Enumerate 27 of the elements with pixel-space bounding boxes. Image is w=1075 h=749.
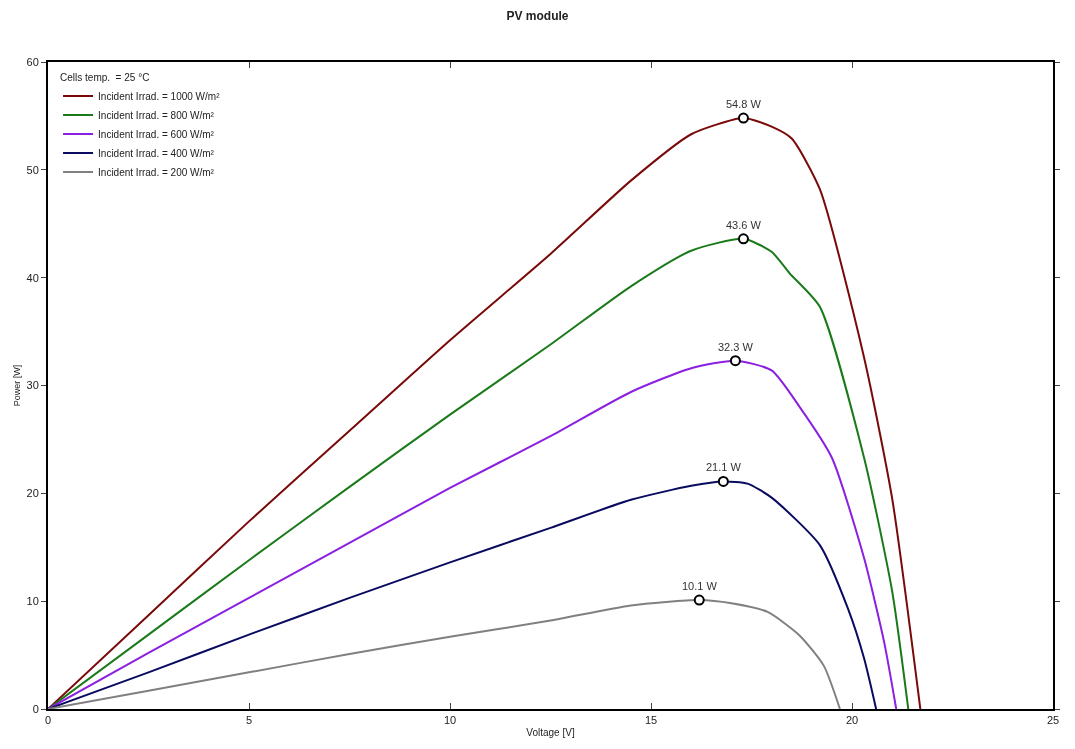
y-tick-label: 10 bbox=[26, 595, 39, 608]
legend-title: Cells temp. = 25 °C bbox=[60, 72, 150, 84]
annotation: 54.8 W bbox=[726, 98, 762, 110]
annotation: 10.1 W bbox=[682, 580, 718, 592]
y-tick-label: 50 bbox=[26, 163, 39, 176]
y-tick-label: 60 bbox=[26, 55, 39, 68]
legend-label: Incident Irrad. = 400 W/m² bbox=[98, 147, 215, 159]
x-axis-title: Voltage [V] bbox=[526, 727, 575, 739]
y-tick-label: 20 bbox=[26, 487, 39, 500]
x-tick-label: 10 bbox=[443, 714, 457, 727]
chart-title: PV module bbox=[506, 8, 569, 23]
legend-label: Incident Irrad. = 1000 W/m² bbox=[98, 90, 221, 102]
x-tick-label: 25 bbox=[1046, 714, 1060, 727]
annotation: 32.3 W bbox=[718, 341, 754, 353]
y-axis-title: Power [W] bbox=[12, 364, 23, 407]
x-tick-label: 15 bbox=[644, 714, 658, 727]
y-tick-label: 0 bbox=[32, 702, 39, 715]
legend-label: Incident Irrad. = 600 W/m² bbox=[98, 128, 215, 140]
x-tick-label: 5 bbox=[245, 714, 253, 727]
x-tick-label: 20 bbox=[845, 714, 859, 727]
y-tick-label: 40 bbox=[26, 271, 39, 284]
x-tick-label: 0 bbox=[44, 714, 52, 727]
annotation: 21.1 W bbox=[706, 461, 742, 473]
legend-label: Incident Irrad. = 800 W/m² bbox=[98, 109, 215, 121]
annotation: 43.6 W bbox=[726, 219, 762, 231]
y-tick-label: 30 bbox=[26, 379, 39, 392]
legend-label: Incident Irrad. = 200 W/m² bbox=[98, 166, 215, 178]
